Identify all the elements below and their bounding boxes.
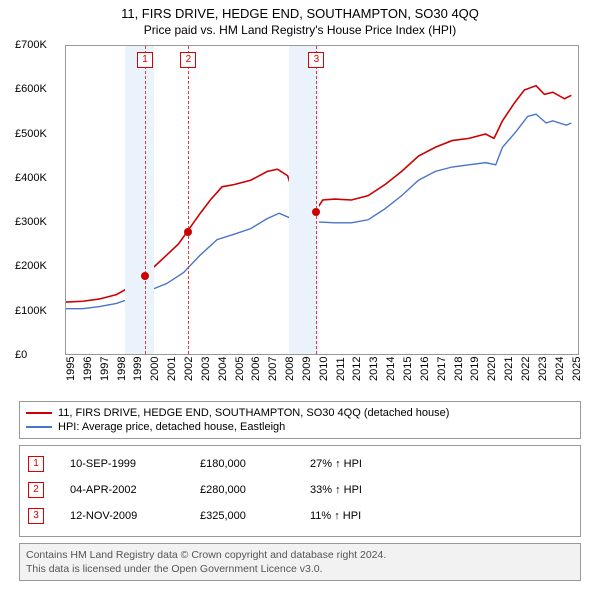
legend-swatch xyxy=(26,426,52,428)
legend-label: 11, FIRS DRIVE, HEDGE END, SOUTHAMPTON, … xyxy=(58,407,449,419)
transaction-date: 04-APR-2002 xyxy=(44,484,200,496)
transaction-row: 204-APR-2002£280,00033% ↑ HPI xyxy=(26,478,574,504)
legend-swatch xyxy=(26,412,52,414)
transaction-date: 10-SEP-1999 xyxy=(44,458,200,470)
transaction-price: £180,000 xyxy=(200,458,310,470)
sale-dot xyxy=(312,208,320,216)
transaction-price: £280,000 xyxy=(200,484,310,496)
sale-marker-line xyxy=(316,46,317,354)
y-axis-label: £0 xyxy=(15,349,27,361)
credit-box: Contains HM Land Registry data © Crown c… xyxy=(19,543,581,581)
transactions-table: 110-SEP-1999£180,00027% ↑ HPI204-APR-200… xyxy=(19,445,581,537)
y-axis-label: £500K xyxy=(15,128,47,140)
chart: £0£100K£200K£300K£400K£500K£600K£700K 12… xyxy=(15,45,585,395)
sale-marker-badge: 1 xyxy=(137,52,153,68)
legend: 11, FIRS DRIVE, HEDGE END, SOUTHAMPTON, … xyxy=(19,401,581,439)
recession-band xyxy=(125,46,154,354)
y-axis-label: £300K xyxy=(15,216,47,228)
transaction-price: £325,000 xyxy=(200,510,310,522)
transaction-badge: 1 xyxy=(28,456,44,472)
transaction-diff: 33% ↑ HPI xyxy=(310,484,400,496)
legend-label: HPI: Average price, detached house, East… xyxy=(58,421,285,433)
credit-line: Contains HM Land Registry data © Crown c… xyxy=(26,548,574,562)
sale-marker-badge: 3 xyxy=(308,52,324,68)
legend-item: HPI: Average price, detached house, East… xyxy=(26,420,574,434)
page-title: 11, FIRS DRIVE, HEDGE END, SOUTHAMPTON, … xyxy=(0,6,600,21)
transaction-badge: 3 xyxy=(28,508,44,524)
transaction-diff: 11% ↑ HPI xyxy=(310,510,400,522)
recession-band xyxy=(289,46,318,354)
y-axis-label: £400K xyxy=(15,172,47,184)
y-axis-label: £100K xyxy=(15,305,47,317)
y-axis-label: £600K xyxy=(15,83,47,95)
y-axis-label: £700K xyxy=(15,39,47,51)
transaction-badge: 2 xyxy=(28,482,44,498)
sale-dot xyxy=(184,228,192,236)
page-subtitle: Price paid vs. HM Land Registry's House … xyxy=(0,23,600,37)
sale-dot xyxy=(141,272,149,280)
plot-area: 1 2 3 xyxy=(65,45,579,355)
sale-marker-badge: 2 xyxy=(180,52,196,68)
sale-marker-line xyxy=(188,46,189,354)
sale-marker-line xyxy=(145,46,146,354)
y-axis-label: £200K xyxy=(15,260,47,272)
transaction-row: 110-SEP-1999£180,00027% ↑ HPI xyxy=(26,452,574,478)
transaction-date: 12-NOV-2009 xyxy=(44,510,200,522)
legend-item: 11, FIRS DRIVE, HEDGE END, SOUTHAMPTON, … xyxy=(26,406,574,420)
transaction-row: 312-NOV-2009£325,00011% ↑ HPI xyxy=(26,504,574,530)
x-axis-label: 2025 xyxy=(571,357,600,381)
credit-line: This data is licensed under the Open Gov… xyxy=(26,562,574,576)
transaction-diff: 27% ↑ HPI xyxy=(310,458,400,470)
